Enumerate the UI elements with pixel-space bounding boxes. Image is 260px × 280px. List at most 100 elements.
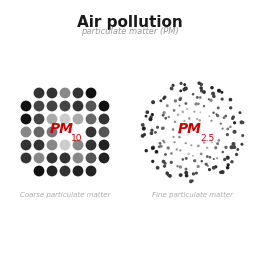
Point xyxy=(194,171,198,175)
Point xyxy=(176,164,180,169)
Point xyxy=(157,144,161,149)
Point xyxy=(179,81,183,86)
Point xyxy=(179,173,183,177)
Point xyxy=(184,156,188,161)
Point xyxy=(149,131,153,136)
Point xyxy=(63,169,67,173)
Point xyxy=(236,147,240,152)
Point xyxy=(191,153,195,158)
Point xyxy=(162,96,166,101)
Point xyxy=(192,109,197,114)
Point xyxy=(190,178,194,183)
Point xyxy=(224,145,228,150)
Point xyxy=(226,127,230,131)
Point xyxy=(177,135,181,139)
Point xyxy=(160,126,165,130)
Point xyxy=(102,156,106,160)
Point xyxy=(76,143,80,147)
Point xyxy=(148,117,153,122)
Point xyxy=(142,126,146,131)
Point xyxy=(24,130,28,134)
Point xyxy=(200,88,204,93)
Point xyxy=(231,115,235,119)
Point xyxy=(210,140,214,145)
Point xyxy=(189,179,193,184)
Point xyxy=(198,118,202,123)
Point xyxy=(175,147,179,152)
Point xyxy=(178,165,183,169)
Point xyxy=(171,83,175,88)
Point xyxy=(24,143,28,147)
Point xyxy=(220,126,225,131)
Point xyxy=(239,120,244,125)
Point xyxy=(24,156,28,160)
Point xyxy=(102,143,106,147)
Point xyxy=(205,146,209,150)
Point xyxy=(140,134,145,138)
Point xyxy=(196,144,200,148)
Point xyxy=(76,156,80,160)
Text: particulate matter (PM): particulate matter (PM) xyxy=(81,27,179,36)
Point xyxy=(89,91,93,95)
Text: Air pollution: Air pollution xyxy=(77,15,183,30)
Point xyxy=(179,88,183,93)
Point xyxy=(172,108,176,113)
Point xyxy=(195,95,199,100)
Point xyxy=(194,102,198,106)
Point xyxy=(154,150,159,154)
Point xyxy=(215,156,219,160)
Point xyxy=(76,169,80,173)
Point xyxy=(216,106,220,110)
Point xyxy=(226,155,230,160)
Text: 10: 10 xyxy=(71,134,83,143)
Point xyxy=(162,164,167,168)
Point xyxy=(181,109,185,114)
Point xyxy=(24,117,28,121)
Point xyxy=(220,97,224,101)
Point xyxy=(200,159,204,164)
Point xyxy=(184,167,188,171)
Point xyxy=(145,110,149,115)
Point xyxy=(63,117,67,121)
Point xyxy=(50,104,54,108)
Point xyxy=(189,143,193,148)
Point xyxy=(238,110,242,115)
Point xyxy=(161,113,165,117)
Point xyxy=(183,82,187,87)
Point xyxy=(207,114,211,118)
Text: PM: PM xyxy=(50,122,74,136)
Point xyxy=(170,151,174,156)
Point xyxy=(171,127,175,132)
Point xyxy=(50,143,54,147)
Text: Fine particulate matter: Fine particulate matter xyxy=(153,192,233,198)
Point xyxy=(76,91,80,95)
Point xyxy=(216,113,220,118)
Point xyxy=(187,116,191,121)
Point xyxy=(184,171,188,175)
Point xyxy=(207,97,211,102)
Point xyxy=(165,104,169,108)
Point xyxy=(89,156,93,160)
Point xyxy=(197,81,201,85)
Point xyxy=(182,87,186,92)
Point xyxy=(191,172,196,176)
Point xyxy=(230,145,234,150)
Point xyxy=(208,155,212,160)
Point xyxy=(151,100,155,104)
Point xyxy=(179,96,183,101)
Point xyxy=(155,125,160,130)
Point xyxy=(151,159,155,164)
Point xyxy=(184,101,188,106)
Point xyxy=(163,161,167,165)
Point xyxy=(195,117,199,121)
Point xyxy=(50,130,54,134)
Point xyxy=(158,141,162,146)
Point xyxy=(212,157,216,161)
Point xyxy=(173,99,178,103)
Point xyxy=(210,85,214,90)
Point xyxy=(219,170,223,174)
Point xyxy=(220,90,224,95)
Point xyxy=(217,138,221,143)
Point xyxy=(211,111,216,115)
Point xyxy=(230,160,234,164)
